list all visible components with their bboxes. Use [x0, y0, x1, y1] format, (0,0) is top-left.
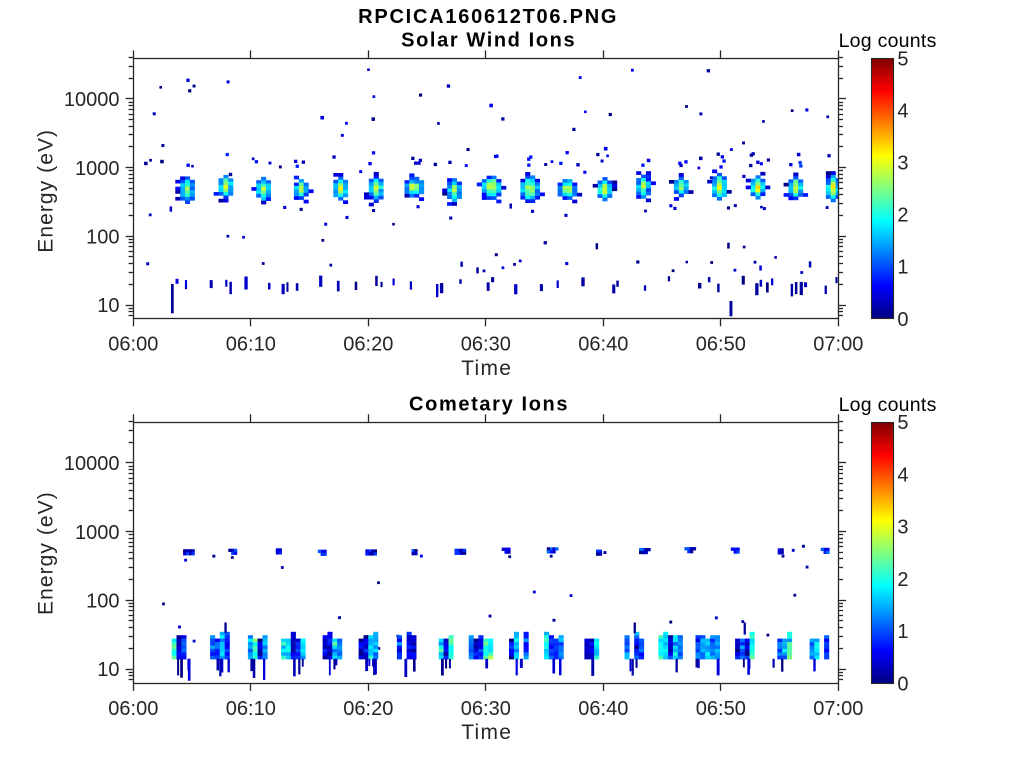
svg-text:06:00: 06:00 — [108, 698, 158, 720]
svg-text:3: 3 — [897, 153, 908, 175]
svg-text:1: 1 — [897, 621, 908, 643]
svg-text:06:10: 06:10 — [226, 698, 276, 720]
svg-text:2: 2 — [897, 205, 908, 227]
svg-text:RPCICA160612T06.PNG: RPCICA160612T06.PNG — [358, 6, 618, 28]
svg-text:Solar Wind Ions: Solar Wind Ions — [401, 30, 576, 52]
svg-text:06:10: 06:10 — [226, 334, 276, 356]
svg-text:Energy (eV): Energy (eV) — [35, 491, 58, 615]
svg-text:Time: Time — [461, 721, 512, 744]
svg-text:07:00: 07:00 — [813, 698, 863, 720]
svg-text:06:00: 06:00 — [108, 334, 158, 356]
svg-text:10: 10 — [97, 295, 119, 317]
svg-text:10000: 10000 — [64, 453, 120, 475]
svg-text:5: 5 — [897, 412, 908, 434]
svg-text:4: 4 — [897, 100, 908, 122]
svg-text:0: 0 — [897, 309, 908, 331]
svg-text:06:50: 06:50 — [696, 698, 746, 720]
svg-text:Energy (eV): Energy (eV) — [35, 129, 58, 253]
svg-text:2: 2 — [897, 569, 908, 591]
svg-text:3: 3 — [897, 517, 908, 539]
svg-text:1000: 1000 — [75, 522, 120, 544]
svg-text:100: 100 — [86, 591, 119, 613]
svg-text:Log counts: Log counts — [839, 30, 937, 52]
svg-text:100: 100 — [86, 227, 119, 249]
svg-text:07:00: 07:00 — [813, 334, 863, 356]
svg-text:10000: 10000 — [64, 89, 120, 111]
svg-text:1000: 1000 — [75, 158, 120, 180]
svg-text:0: 0 — [897, 673, 908, 695]
svg-text:4: 4 — [897, 464, 908, 486]
svg-text:06:30: 06:30 — [461, 698, 511, 720]
svg-text:06:50: 06:50 — [696, 334, 746, 356]
svg-text:06:20: 06:20 — [343, 334, 393, 356]
svg-text:Cometary Ions: Cometary Ions — [409, 394, 569, 416]
svg-text:06:30: 06:30 — [461, 334, 511, 356]
svg-text:06:40: 06:40 — [578, 334, 628, 356]
svg-text:06:20: 06:20 — [343, 698, 393, 720]
svg-text:5: 5 — [897, 48, 908, 70]
svg-text:Log counts: Log counts — [839, 394, 937, 416]
svg-text:Time: Time — [461, 357, 512, 380]
svg-text:10: 10 — [97, 659, 119, 681]
svg-text:1: 1 — [897, 257, 908, 279]
svg-text:06:40: 06:40 — [578, 698, 628, 720]
